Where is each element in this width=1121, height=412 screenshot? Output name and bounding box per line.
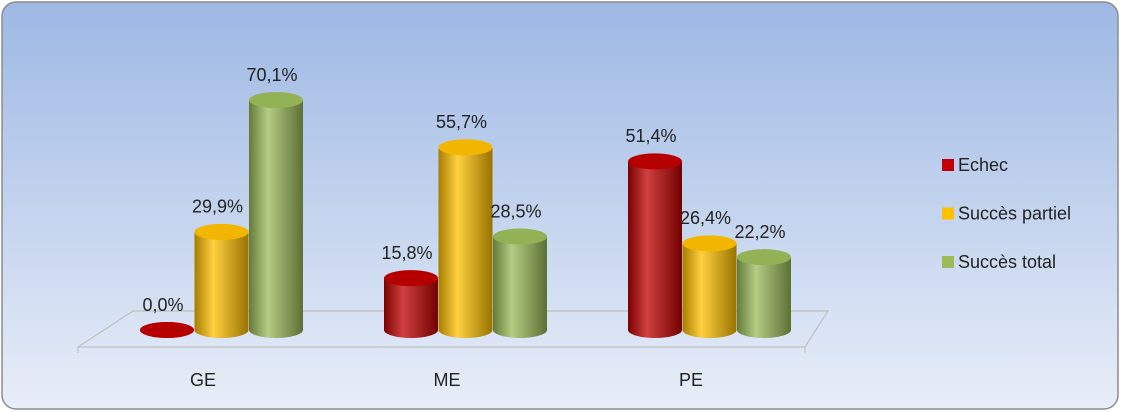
bar [438, 139, 493, 338]
x-tick-label: GE [190, 370, 216, 390]
bar-top [737, 249, 791, 266]
data-label: 70,1% [246, 65, 297, 85]
bar-body [737, 257, 791, 330]
data-label: 0,0% [142, 295, 183, 315]
legend-label: Succès total [958, 252, 1056, 272]
bar [682, 235, 737, 338]
floor [75, 310, 830, 348]
bar-body [249, 100, 303, 331]
bar-top [384, 270, 438, 287]
bar-top [682, 235, 737, 252]
data-label: 55,7% [436, 112, 487, 132]
bar-body [493, 236, 547, 330]
bar-body [682, 243, 737, 330]
bar-top [249, 92, 303, 109]
bar [493, 228, 547, 338]
bar [249, 92, 303, 338]
bar [194, 223, 249, 338]
data-label: 15,8% [381, 243, 432, 263]
data-label: 51,4% [625, 126, 676, 146]
bar [737, 249, 791, 338]
legend-label: Echec [958, 155, 1008, 175]
bar [384, 270, 438, 338]
bar-body [438, 147, 493, 330]
bar [140, 322, 194, 338]
x-tick-label: PE [679, 370, 703, 390]
bar [628, 153, 682, 338]
bar-top [493, 228, 547, 245]
data-label: 22,2% [734, 222, 785, 242]
x-tick-label: ME [434, 370, 461, 390]
bar-top [140, 322, 194, 338]
legend-swatch [942, 159, 954, 171]
legend-label: Succès partiel [958, 203, 1071, 223]
bar-body [628, 161, 682, 330]
legend-swatch [942, 256, 954, 268]
bar-body [384, 278, 438, 330]
bar-body [194, 231, 249, 330]
data-label: 29,9% [192, 197, 243, 217]
legend-swatch [942, 207, 954, 220]
bar-top [194, 223, 249, 240]
data-label: 28,5% [490, 201, 541, 221]
bar-top [628, 153, 682, 170]
bar-top [438, 139, 493, 156]
data-label: 26,4% [680, 208, 731, 228]
